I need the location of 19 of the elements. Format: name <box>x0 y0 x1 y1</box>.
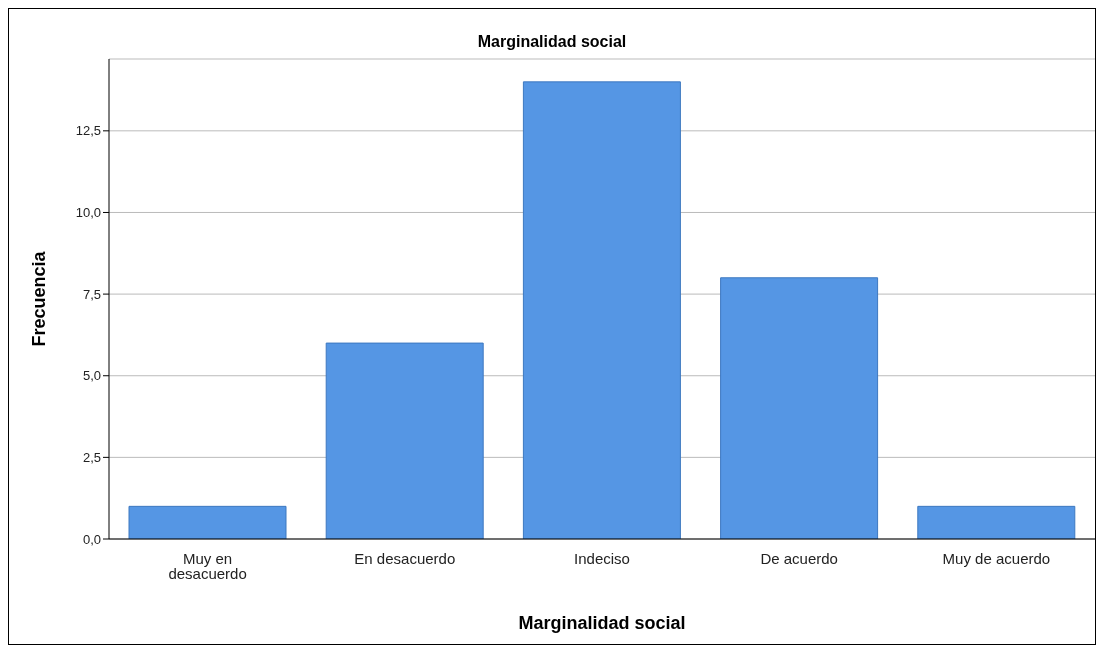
y-tick-label: 10,0 <box>75 205 101 221</box>
y-tick-label: 12,5 <box>75 123 101 139</box>
y-tick-label: 7,5 <box>82 286 101 302</box>
y-tick-label: 5,0 <box>82 368 101 384</box>
bar <box>720 277 879 539</box>
x-tick-label: De acuerdo <box>760 549 838 567</box>
x-axis-title: Marginalidad social <box>517 613 687 634</box>
bar <box>325 342 484 539</box>
bar <box>522 81 681 539</box>
x-tick-label: Indeciso <box>574 549 630 567</box>
y-tick-label: 2,5 <box>82 449 101 465</box>
x-tick-label: Muy de acuerdo <box>942 549 1051 567</box>
chart-title: Marginalidad social <box>476 33 628 51</box>
bar <box>917 505 1076 539</box>
x-tick-label: En desacuerdo <box>354 549 456 567</box>
y-axis-title: Frecuencia <box>29 250 50 347</box>
x-tick-label: Muy en desacuerdo <box>168 549 247 582</box>
bar <box>128 505 287 539</box>
y-tick-label: 0,0 <box>82 531 101 547</box>
